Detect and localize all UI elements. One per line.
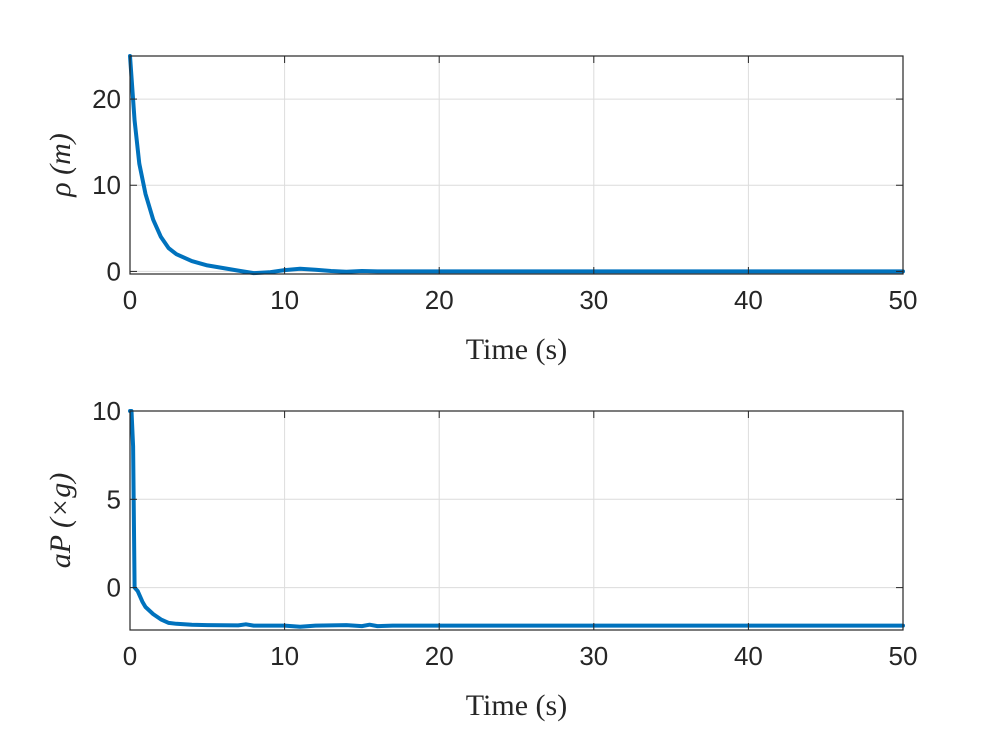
plot-acceleration: 0 10 20 30 40 50 0 5 10 Time (s) aP (×g)	[44, 396, 917, 722]
x-tick-label: 0	[123, 641, 137, 671]
y-tick-label: 0	[107, 573, 121, 603]
x-tick-label: 30	[579, 285, 608, 315]
x-tick-label: 40	[734, 641, 763, 671]
y-axis-label-rho: ρ (m)	[44, 133, 77, 198]
x-tick-label: 20	[425, 641, 454, 671]
x-tick-label: 50	[889, 641, 918, 671]
grid-lines-rho	[129, 56, 904, 274]
series-line	[128, 409, 905, 629]
y-tick-label: 10	[92, 396, 121, 426]
y-ticks-acceleration: 0 5 10	[92, 396, 903, 603]
series-rho	[128, 54, 905, 276]
x-tick-label: 20	[425, 285, 454, 315]
y-tick-label: 0	[107, 256, 121, 286]
x-tick-label: 30	[579, 641, 608, 671]
plot-rho: 0 10 20 30 40 50 0 10 20 Time (s) ρ (m)	[44, 54, 918, 366]
y-ticks-rho: 0 10 20	[92, 84, 903, 286]
y-tick-label: 20	[92, 84, 121, 114]
y-tick-label: 5	[107, 484, 121, 514]
grid-lines-acceleration	[129, 410, 904, 630]
x-axis-label-acceleration: Time (s)	[466, 689, 567, 722]
x-ticks-rho: 0 10 20 30 40 50	[123, 56, 918, 315]
x-tick-label: 10	[270, 285, 299, 315]
y-tick-label: 10	[92, 170, 121, 200]
y-axis-label-acceleration: aP (×g)	[44, 473, 77, 569]
x-tick-label: 0	[123, 285, 137, 315]
axes-frame-acceleration	[129, 410, 904, 631]
x-tick-label: 10	[270, 641, 299, 671]
series-line	[128, 54, 905, 276]
x-axis-label-rho: Time (s)	[466, 333, 567, 366]
x-ticks-acceleration: 0 10 20 30 40 50	[123, 411, 918, 671]
x-tick-label: 40	[734, 285, 763, 315]
axes-frame-rho	[129, 55, 904, 275]
series-acceleration	[128, 409, 905, 629]
x-tick-label: 50	[889, 285, 918, 315]
